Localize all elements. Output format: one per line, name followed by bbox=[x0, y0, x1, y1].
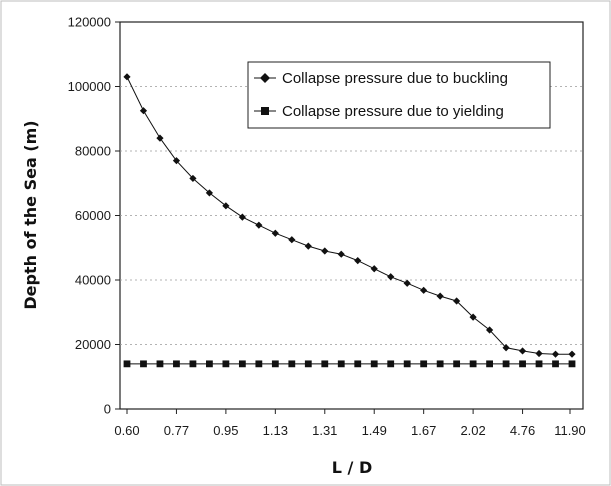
data-point-buckling bbox=[535, 349, 543, 358]
data-point-yielding bbox=[552, 360, 559, 368]
data-point-yielding bbox=[387, 360, 395, 368]
data-point-buckling bbox=[420, 286, 428, 294]
y-tick-label: 80000 bbox=[75, 144, 111, 159]
legend-marker-yielding bbox=[261, 107, 269, 115]
data-point-buckling bbox=[354, 257, 362, 265]
data-point-yielding bbox=[502, 360, 510, 368]
data-point-yielding bbox=[354, 360, 362, 368]
legend-box bbox=[247, 61, 551, 129]
data-point-buckling bbox=[255, 221, 263, 229]
y-tick-label: 0 bbox=[104, 402, 111, 417]
data-point-buckling bbox=[172, 157, 181, 165]
y-tick-label: 100000 bbox=[68, 79, 111, 94]
x-tick-label: 11.90 bbox=[554, 423, 586, 438]
legend-marker-buckling bbox=[260, 73, 270, 83]
legend: Collapse pressure due to buckling Collap… bbox=[247, 61, 551, 129]
series-lines bbox=[126, 76, 572, 365]
data-point-buckling bbox=[453, 297, 461, 305]
data-point-yielding bbox=[469, 360, 477, 368]
data-point-buckling bbox=[222, 202, 230, 210]
data-point-buckling bbox=[205, 189, 214, 197]
data-point-yielding bbox=[304, 360, 312, 368]
x-tick-label: 1.31 bbox=[312, 423, 337, 438]
x-tick-label: 0.60 bbox=[114, 423, 139, 438]
data-point-buckling bbox=[123, 73, 131, 81]
data-point-buckling bbox=[238, 213, 246, 221]
series-markers bbox=[123, 73, 576, 368]
data-point-buckling bbox=[337, 250, 345, 258]
legend-label-buckling: Collapse pressure due to buckling bbox=[282, 70, 508, 87]
x-axis-title: L / D bbox=[332, 458, 372, 477]
data-point-yielding bbox=[370, 360, 378, 368]
data-point-buckling bbox=[288, 236, 296, 244]
y-tick-label: 20000 bbox=[75, 337, 111, 352]
data-point-buckling bbox=[304, 242, 312, 250]
data-point-yielding bbox=[486, 360, 493, 368]
data-point-yielding bbox=[238, 360, 246, 368]
data-point-yielding bbox=[321, 360, 329, 368]
y-tick-labels: 0 20000 40000 60000 80000 100000 120000 bbox=[68, 15, 120, 417]
series-line-buckling bbox=[126, 76, 572, 355]
data-point-yielding bbox=[420, 360, 428, 368]
data-point-buckling bbox=[156, 134, 164, 142]
y-tick-label: 60000 bbox=[75, 208, 111, 223]
data-point-yielding bbox=[189, 360, 197, 368]
data-point-yielding bbox=[222, 360, 230, 368]
data-point-buckling bbox=[551, 350, 560, 358]
data-point-yielding bbox=[436, 360, 444, 368]
data-point-buckling bbox=[436, 292, 444, 300]
x-tick-label: 1.13 bbox=[263, 423, 288, 438]
data-point-buckling bbox=[139, 107, 148, 115]
data-point-yielding bbox=[123, 360, 131, 368]
data-point-buckling bbox=[189, 174, 197, 183]
data-point-buckling bbox=[271, 229, 279, 237]
x-tick-label: 4.76 bbox=[510, 423, 535, 438]
data-point-buckling bbox=[518, 347, 527, 355]
x-tick-label: 1.49 bbox=[362, 423, 387, 438]
x-tick-labels: 0.60 0.77 0.95 1.13 1.31 1.49 1.67 2.02 4.76 11.9… bbox=[114, 409, 586, 438]
x-tick-label: 2.02 bbox=[460, 423, 485, 438]
data-point-yielding bbox=[173, 360, 180, 368]
x-tick-label: 1.67 bbox=[411, 423, 436, 438]
data-point-yielding bbox=[140, 360, 147, 368]
data-point-yielding bbox=[156, 360, 164, 368]
data-point-yielding bbox=[403, 360, 411, 368]
data-point-yielding bbox=[453, 360, 461, 368]
data-point-buckling bbox=[469, 313, 477, 321]
data-point-yielding bbox=[535, 360, 543, 368]
data-point-yielding bbox=[255, 360, 263, 368]
data-point-buckling bbox=[370, 265, 378, 273]
legend-label-yielding: Collapse pressure due to yielding bbox=[282, 103, 504, 120]
data-point-yielding bbox=[519, 360, 526, 368]
x-tick-label: 0.77 bbox=[164, 423, 189, 438]
data-point-yielding bbox=[337, 360, 345, 368]
data-point-yielding bbox=[206, 360, 213, 368]
data-point-buckling bbox=[485, 326, 494, 334]
data-point-yielding bbox=[271, 360, 279, 368]
data-point-yielding bbox=[568, 360, 576, 368]
y-tick-label: 120000 bbox=[68, 15, 111, 30]
data-point-buckling bbox=[321, 247, 329, 255]
x-tick-label: 0.95 bbox=[213, 423, 238, 438]
data-point-buckling bbox=[502, 344, 510, 352]
data-point-buckling bbox=[387, 273, 395, 281]
y-axis-title: Depth of the Sea (m) bbox=[21, 120, 40, 309]
y-tick-label: 40000 bbox=[75, 273, 111, 288]
data-point-buckling bbox=[568, 350, 576, 358]
data-point-buckling bbox=[403, 279, 411, 287]
data-point-yielding bbox=[288, 360, 296, 368]
